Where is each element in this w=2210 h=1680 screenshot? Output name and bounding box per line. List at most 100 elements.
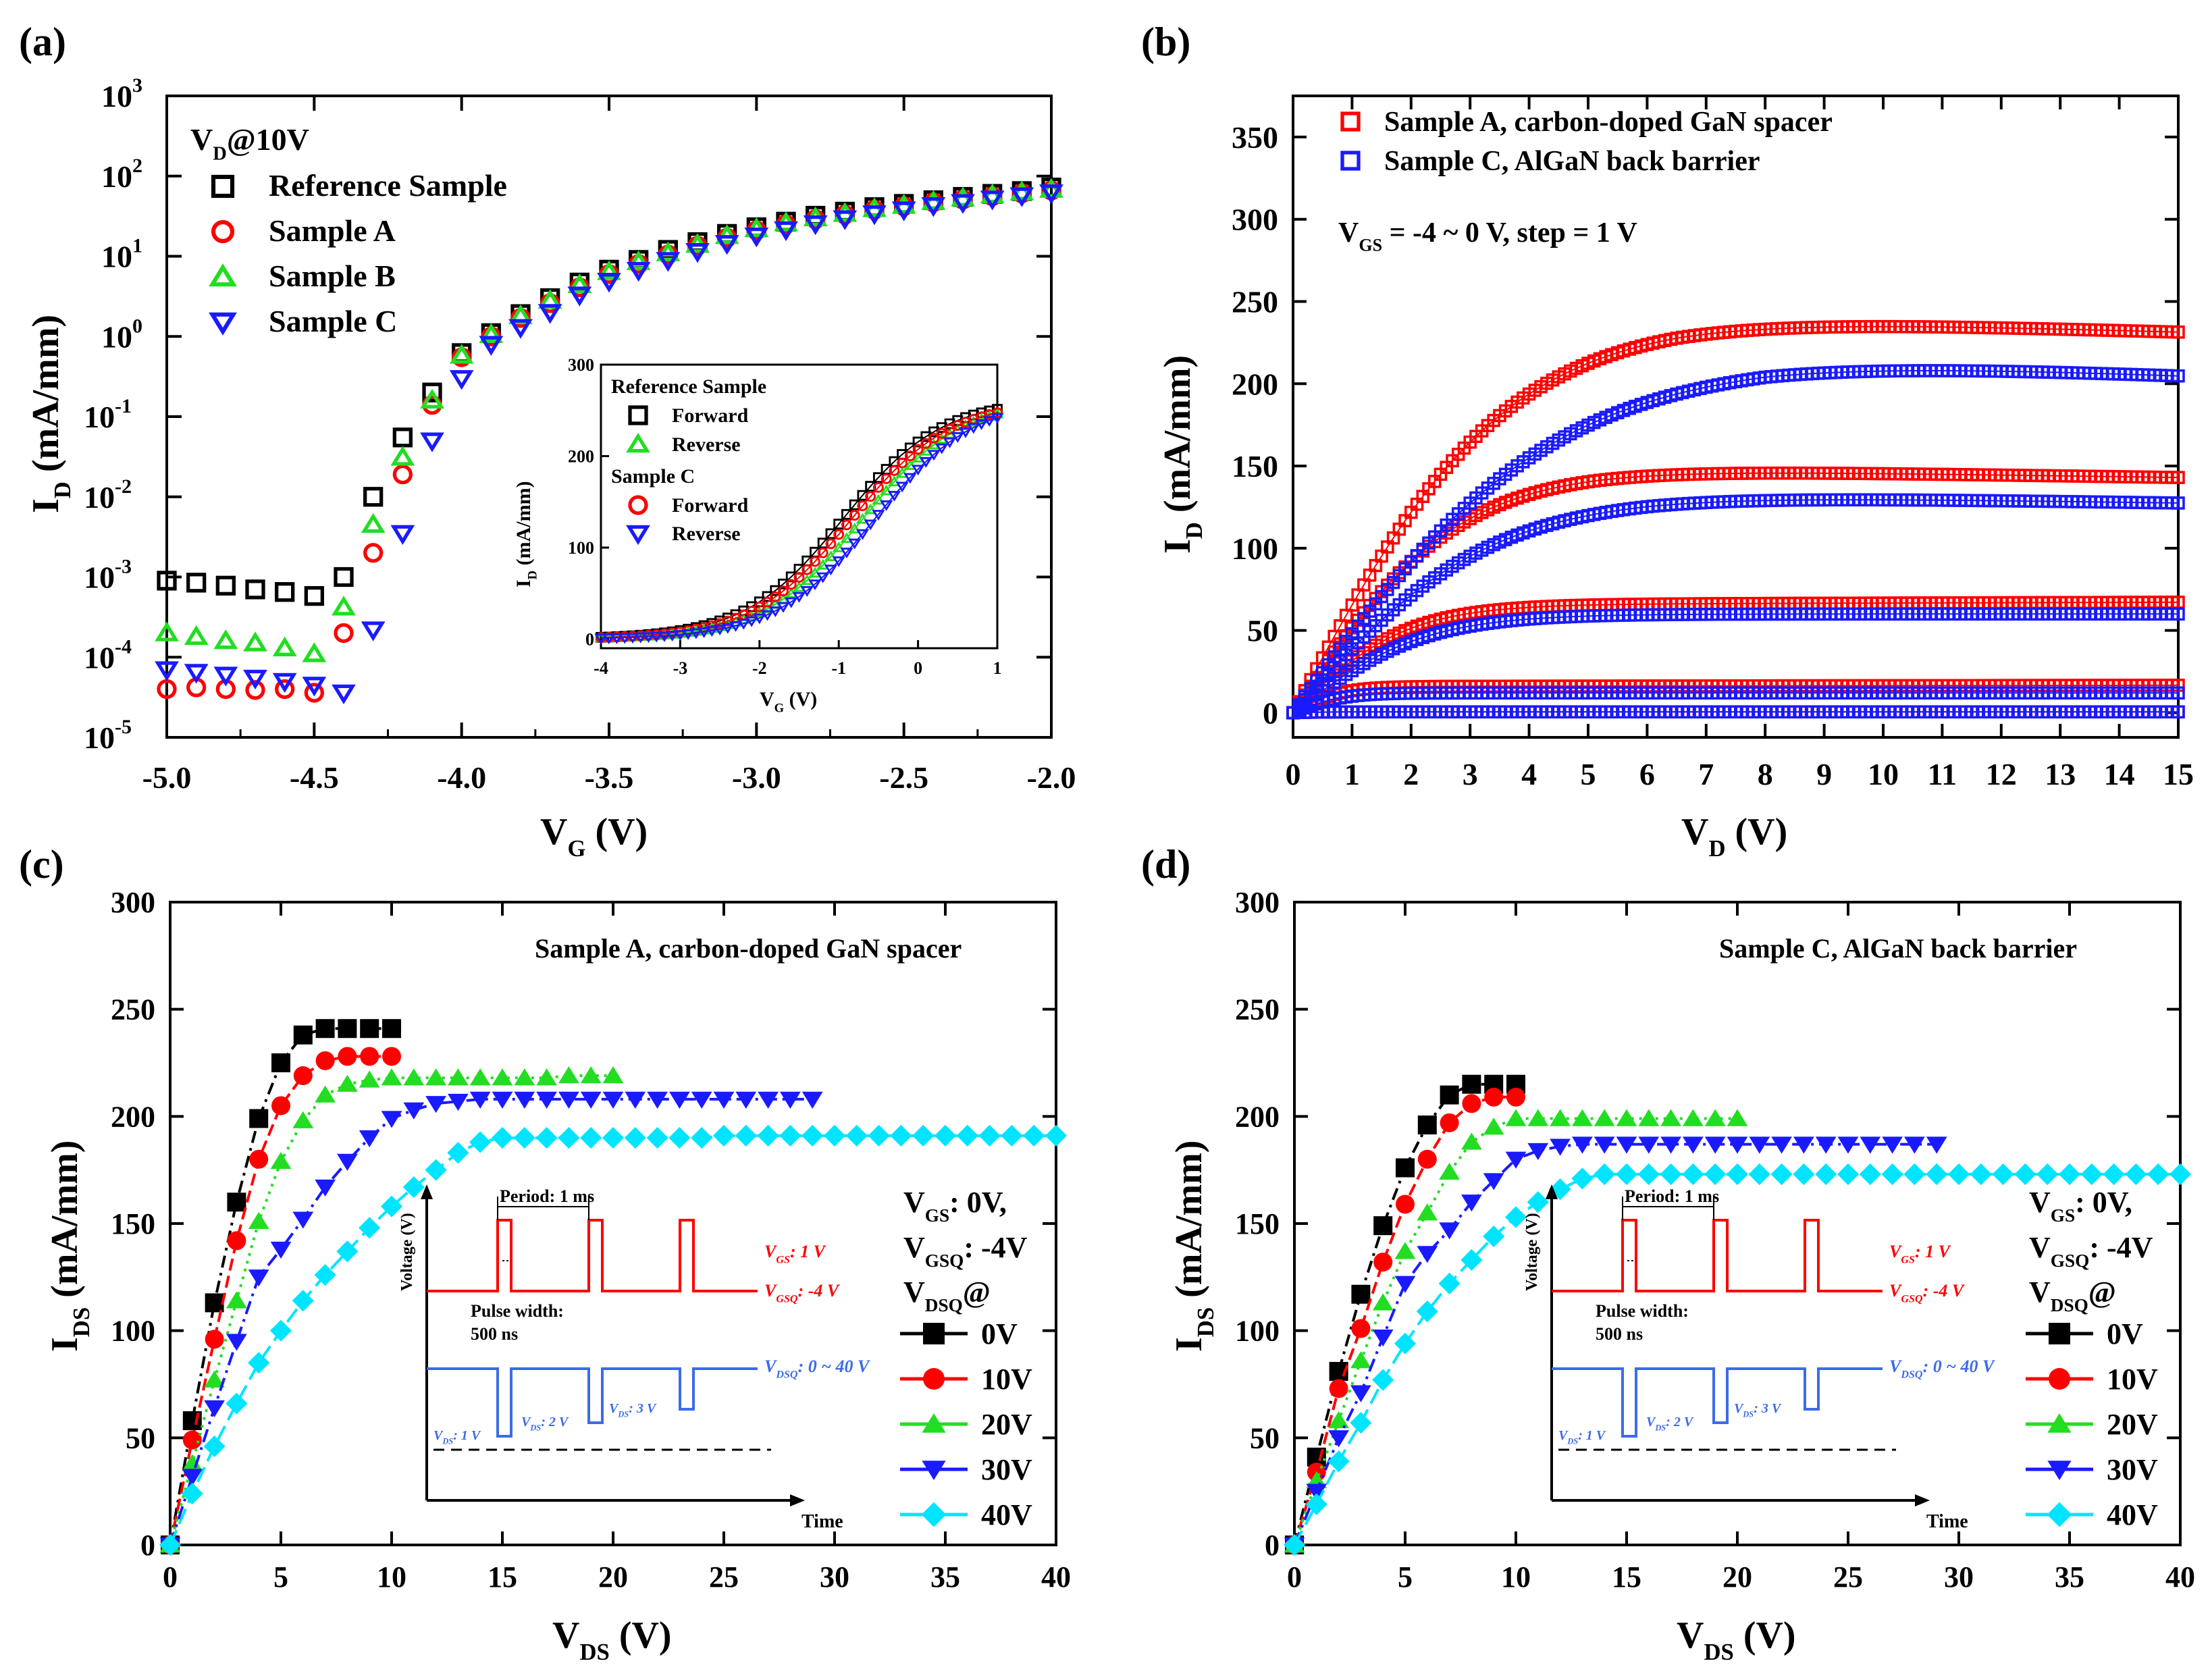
a-inset-y-tick-label: 200: [568, 446, 594, 466]
c-legend-label: 30V: [981, 1453, 1032, 1486]
d-point: [1483, 1173, 1504, 1190]
c-inset-vgsq-label: VGSQ: -4 V: [764, 1281, 841, 1305]
c-point: [823, 1124, 846, 1147]
b-x-axis-label: VD (V): [1681, 811, 1787, 862]
d-inset-vgsq-label: VGSQ: -4 V: [1889, 1281, 1966, 1305]
b-y-axis-label: ID (mA/mm): [1157, 355, 1207, 554]
d-point: [2014, 1163, 2036, 1186]
a-point-b: [921, 190, 946, 210]
d-point: [1440, 1085, 1459, 1105]
a-y-axis-label: ID (mA/mm): [25, 315, 76, 513]
b-x-tick-label: 14: [2104, 757, 2135, 791]
d-series-40V: [1283, 1163, 2192, 1556]
c-point: [602, 1066, 624, 1084]
a-point-b: [714, 224, 739, 244]
b-point: [2172, 607, 2185, 621]
a-inset-point: [594, 633, 608, 645]
d-point: [2169, 1163, 2192, 1186]
a-inset-legend-marker: [628, 405, 648, 425]
a-inset-point: [762, 596, 773, 608]
c-legend-label: 40V: [981, 1498, 1032, 1531]
panel-label-c: (c): [19, 842, 64, 887]
a-inset-point: [982, 416, 996, 427]
c-point: [448, 1093, 469, 1111]
b-point: [2172, 369, 2185, 383]
a-inset-point: [880, 473, 892, 485]
c-x-tick-label: 30: [820, 1560, 849, 1594]
c-inset-vds-label: VDS: 3 V: [609, 1401, 657, 1419]
a-legend-marker: [211, 219, 235, 244]
a-inset-point: [887, 475, 901, 487]
c-inset-t-arrow: [790, 1494, 805, 1506]
a-point-c: [803, 215, 828, 236]
a-inset-legend-label: Forward: [672, 494, 749, 517]
d-legend-marker: [2047, 1413, 2072, 1433]
d-x-tick-label: 0: [1287, 1560, 1302, 1594]
c-point: [382, 1047, 401, 1066]
c-point: [248, 1211, 269, 1230]
a-inset-point: [928, 432, 940, 444]
c-inset-drain-pulse: [427, 1367, 758, 1438]
d-point: [1351, 1284, 1371, 1304]
c-point: [602, 1091, 624, 1109]
d-point: [1882, 1136, 1903, 1154]
d-point: [1417, 1203, 1438, 1221]
a-inset-point: [856, 529, 870, 540]
d-point: [1438, 1272, 1461, 1294]
a-inset-point: [746, 606, 757, 616]
a-inset-point: [832, 541, 845, 552]
d-point: [1572, 1109, 1593, 1126]
c-x-tick-label: 0: [163, 1560, 178, 1594]
a-point-c: [951, 194, 975, 214]
d-point: [1417, 1115, 1437, 1135]
b-x-tick-label: 4: [1521, 757, 1537, 791]
a-point-ref: [334, 567, 354, 587]
d-legend-marker: [2047, 1502, 2072, 1527]
d-series-line: [1293, 1173, 2180, 1546]
a-point-ref: [245, 579, 265, 600]
d-legend-label: 20V: [2107, 1408, 2158, 1441]
a-inset-y-tick-label: 100: [568, 538, 594, 558]
c-point: [492, 1068, 513, 1086]
c-inset-vgs-label: VGS: 1 V: [764, 1242, 827, 1265]
a-point-ref: [275, 582, 295, 602]
a-y-tick-label: 102: [101, 155, 142, 194]
d-series-line: [1293, 1143, 1937, 1546]
a-point-b: [332, 596, 356, 616]
a-point-b: [626, 250, 651, 271]
a-legend-label: Sample C: [269, 304, 397, 338]
a-point-c: [243, 669, 267, 690]
a-inset-x-tick-label: -4: [594, 658, 608, 678]
d-plot-frame: [1293, 901, 2182, 1546]
c-point: [646, 1126, 668, 1149]
a-point-c: [833, 210, 858, 230]
d-point: [1926, 1163, 1948, 1186]
a-y-tick-label: 10-3: [84, 556, 132, 595]
c-point: [536, 1091, 557, 1109]
c-y-tick-label: 100: [111, 1315, 155, 1348]
a-y-tick-label: 10-2: [84, 475, 132, 515]
a-inset-point: [974, 413, 989, 424]
d-point: [1793, 1136, 1814, 1154]
a-inset-legend-label: Reverse: [672, 523, 741, 545]
a-series-c: [155, 184, 1063, 705]
d-point: [1637, 1163, 1660, 1186]
c-point: [890, 1124, 912, 1147]
c-point: [248, 1352, 270, 1374]
a-point-b: [449, 344, 474, 364]
a-point-c: [479, 336, 504, 356]
c-x-axis-label: VDS (V): [552, 1615, 672, 1665]
c-point: [381, 1111, 402, 1128]
b-point: [2172, 471, 2185, 484]
d-point: [1615, 1163, 1638, 1186]
a-inset-point: [903, 473, 917, 484]
a-inset-point: [967, 423, 980, 434]
c-point: [647, 1091, 668, 1109]
c-legend-label: 20V: [981, 1408, 1032, 1441]
a-point-b: [420, 388, 444, 409]
c-point: [182, 1454, 203, 1471]
a-inset-point: [754, 601, 765, 612]
a-inset-point: [705, 626, 719, 637]
a-inset-point: [927, 450, 941, 461]
a-inset-point: [872, 481, 884, 493]
